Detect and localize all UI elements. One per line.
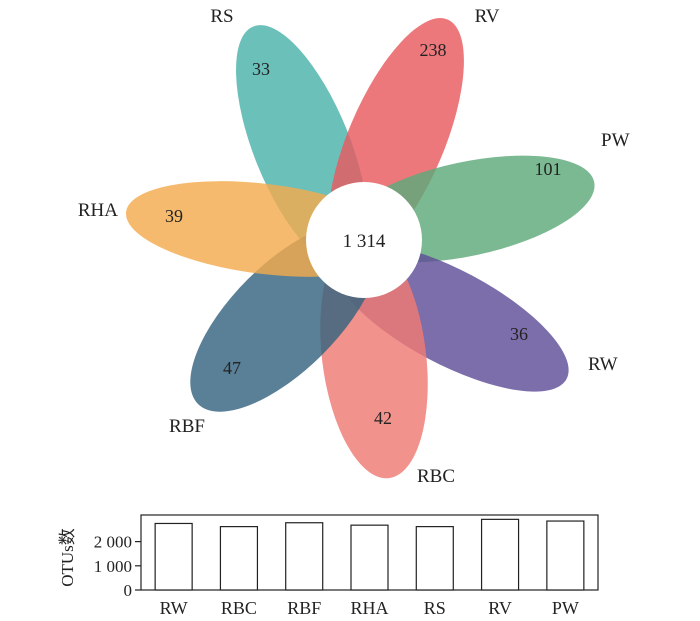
x-tick-label-rbf: RBF: [287, 598, 321, 618]
petal-label-rv: RV: [475, 6, 500, 27]
x-tick-label-rw: RW: [160, 598, 188, 618]
y-tick-label: 1 000: [94, 557, 132, 576]
bar-rha: [350, 524, 389, 591]
x-tick-label-rs: RS: [424, 598, 446, 618]
bar-pw: [546, 520, 585, 591]
venn-flower: 1 314 RS 33 RV 238 PW 101 RW 36 RBC 42 RBF 47 RHA 39: [78, 6, 630, 487]
petal-count-pw: 101: [535, 159, 562, 179]
x-tick-label-rv: RV: [488, 598, 512, 618]
y-axis-label: OTUs数: [58, 528, 77, 587]
bar-chart: 0 1 000 2 000 RW RBC RBF RHA RS RV PW OTUs数: [58, 514, 599, 618]
x-tick-label-pw: PW: [552, 598, 579, 618]
petal-count-rbf: 47: [223, 358, 241, 378]
x-tick-label-rha: RHA: [350, 598, 388, 618]
y-tick-label: 2 000: [94, 533, 132, 552]
bar-rw: [154, 522, 193, 591]
petal-count-rbc: 42: [374, 408, 392, 428]
bar-rbf: [285, 522, 324, 591]
petal-label-rs: RS: [210, 6, 233, 27]
petal-count-rw: 36: [510, 324, 528, 344]
petal-label-rbc: RBC: [417, 466, 455, 487]
bar-rs: [415, 526, 454, 591]
petal-count-rs: 33: [252, 59, 270, 79]
petal-label-pw: PW: [601, 130, 630, 151]
petal-label-rbf: RBF: [169, 416, 205, 437]
y-tick-label: 0: [124, 581, 133, 600]
x-tick-label-rbc: RBC: [221, 598, 257, 618]
petal-label-rw: RW: [588, 354, 618, 375]
petal-count-rv: 238: [420, 40, 447, 60]
petal-label-rha: RHA: [78, 200, 118, 221]
bar-rbc: [219, 526, 259, 591]
core-circle: [306, 182, 422, 298]
petal-count-rha: 39: [165, 206, 183, 226]
core-count: 1 314: [343, 231, 386, 252]
bar-rv: [480, 518, 520, 591]
